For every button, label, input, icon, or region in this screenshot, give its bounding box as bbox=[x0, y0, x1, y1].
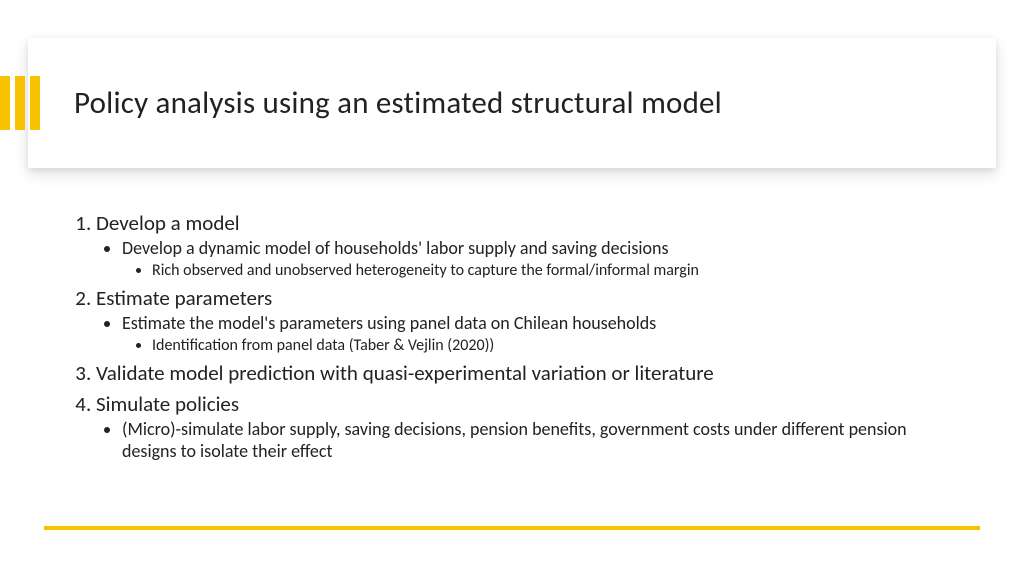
outline-item: Simulate policies (Micro)-simulate labor… bbox=[96, 391, 962, 463]
outline-item-label: Simulate policies bbox=[96, 391, 239, 417]
slide-body: Develop a model Develop a dynamic model … bbox=[62, 210, 962, 467]
outline-item-label: Develop a model bbox=[96, 210, 240, 236]
outline-item-label: Validate model prediction with quasi-exp… bbox=[96, 360, 714, 386]
accent-bar bbox=[15, 76, 25, 130]
outline-subitem-text: Develop a dynamic model of households' l… bbox=[122, 237, 668, 259]
outline-sublist: (Micro)-simulate labor supply, saving de… bbox=[96, 419, 962, 463]
outline-subitem: (Micro)-simulate labor supply, saving de… bbox=[122, 419, 962, 463]
outline-subsubitem-text: Identification from panel data (Taber & … bbox=[152, 336, 494, 355]
accent-bar bbox=[0, 76, 10, 130]
outline-sublist: Estimate the model's parameters using pa… bbox=[96, 313, 962, 356]
outline-subitem-text: (Micro)-simulate labor supply, saving de… bbox=[122, 418, 907, 462]
outline-subsubitem: Identification from panel data (Taber & … bbox=[152, 336, 962, 356]
outline-sublist: Develop a dynamic model of households' l… bbox=[96, 238, 962, 281]
outline-subsubitem: Rich observed and unobserved heterogenei… bbox=[152, 261, 962, 281]
slide-title: Policy analysis using an estimated struc… bbox=[74, 84, 722, 122]
outline-item: Validate model prediction with quasi-exp… bbox=[96, 360, 962, 386]
bottom-rule bbox=[44, 526, 980, 530]
outline-item-label: Estimate parameters bbox=[96, 285, 272, 311]
outline-subitem: Estimate the model's parameters using pa… bbox=[122, 313, 962, 356]
slide: Policy analysis using an estimated struc… bbox=[0, 0, 1024, 576]
outline-item: Estimate parameters Estimate the model's… bbox=[96, 285, 962, 356]
outline-list: Develop a model Develop a dynamic model … bbox=[62, 210, 962, 463]
title-card: Policy analysis using an estimated struc… bbox=[28, 38, 996, 168]
outline-subsubitem-text: Rich observed and unobserved heterogenei… bbox=[152, 261, 699, 280]
accent-bar bbox=[30, 76, 40, 130]
outline-subsublist: Rich observed and unobserved heterogenei… bbox=[122, 261, 962, 281]
outline-item: Develop a model Develop a dynamic model … bbox=[96, 210, 962, 281]
outline-subsublist: Identification from panel data (Taber & … bbox=[122, 336, 962, 356]
outline-subitem: Develop a dynamic model of households' l… bbox=[122, 238, 962, 281]
outline-subitem-text: Estimate the model's parameters using pa… bbox=[122, 312, 656, 334]
accent-bars-icon bbox=[0, 76, 40, 130]
